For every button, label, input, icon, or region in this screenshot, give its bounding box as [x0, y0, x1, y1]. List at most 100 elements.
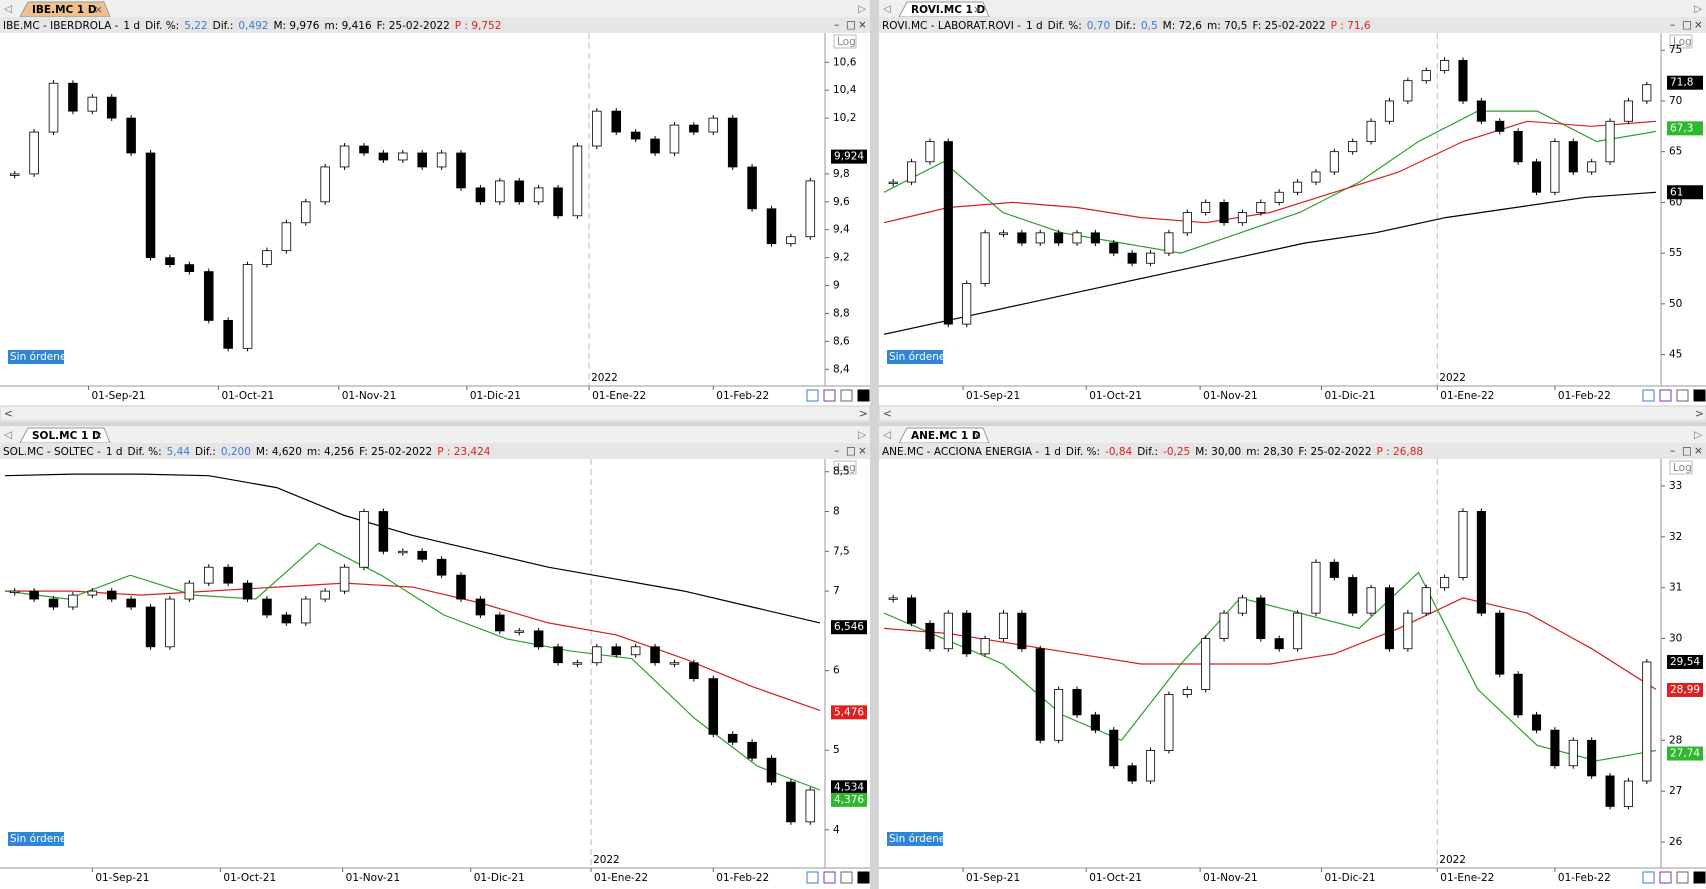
header-field: ANE.MC - ACCIONA ENERGIA - [882, 446, 1039, 458]
window-control[interactable]: – [834, 445, 839, 457]
toolbar-button[interactable] [1676, 389, 1689, 402]
tab-close[interactable]: × [973, 4, 982, 16]
window-control[interactable]: □ [1682, 445, 1692, 457]
candle [1623, 100, 1633, 122]
tab-label[interactable]: IBE.MC 1 D [32, 4, 97, 16]
moving-average [5, 582, 821, 711]
candle [1219, 201, 1229, 224]
tab-close[interactable]: × [973, 430, 982, 442]
window-bg [879, 0, 1706, 422]
price-flag [831, 792, 867, 807]
window-control[interactable]: □ [1682, 19, 1692, 31]
scroll-right[interactable]: > [1695, 408, 1704, 420]
toolbar-button[interactable] [1642, 871, 1655, 884]
tab-bar [0, 0, 870, 17]
price-flag [831, 149, 867, 164]
toolbar-button[interactable] [1659, 871, 1672, 884]
toolbar-button[interactable] [840, 871, 853, 884]
log-label[interactable]: Log [837, 462, 856, 474]
y-tick-label: 8,8 [833, 307, 850, 319]
window-control[interactable]: □ [846, 445, 856, 457]
window-control[interactable]: □ [846, 19, 856, 31]
x-tick-label: 01-Ene-22 [1440, 390, 1494, 402]
candle [48, 598, 59, 608]
chart-window: ◁ ▷SOL.MC 1 D×SOL.MC - SOLTEC -1 d Dif. %:… [0, 426, 870, 889]
candle [1568, 739, 1578, 767]
window-control[interactable]: × [1694, 445, 1703, 457]
candle [572, 662, 583, 665]
toolbar-button[interactable] [1676, 871, 1689, 884]
log-toggle[interactable] [1669, 460, 1693, 475]
y-tick-label: 9,6 [833, 196, 850, 208]
candle [805, 789, 816, 823]
y-tick-label: 32 [1669, 531, 1682, 543]
y-tick-label: 8,4 [833, 363, 850, 375]
toolbar-button[interactable] [823, 871, 836, 884]
log-label[interactable]: Log [1673, 462, 1692, 474]
window-control[interactable]: × [858, 445, 867, 457]
candle [223, 320, 233, 349]
log-label[interactable]: Log [1673, 36, 1692, 48]
candle [888, 597, 898, 600]
log-toggle[interactable] [1669, 34, 1693, 49]
toolbar-button[interactable] [1659, 389, 1672, 402]
candle [1513, 673, 1523, 716]
scroll-right[interactable]: > [859, 408, 868, 420]
tab-close[interactable]: × [94, 4, 103, 16]
scrollbar[interactable] [0, 405, 871, 422]
candle [223, 566, 233, 584]
candle [786, 236, 796, 245]
tab-close[interactable]: × [94, 430, 103, 442]
toolbar-button[interactable] [1693, 871, 1706, 884]
candle [398, 152, 408, 161]
price-flag-label: 9,924 [834, 151, 864, 163]
candle [165, 598, 175, 648]
tab-label[interactable]: ANE.MC 1 D [911, 430, 981, 442]
header-field: 0,200 [221, 446, 251, 458]
orders-label: Sin órdenes [10, 833, 72, 845]
header-field: 5,22 [184, 20, 207, 32]
candle [87, 96, 98, 112]
toolbar-button[interactable] [1642, 389, 1655, 402]
toolbar-button[interactable] [823, 389, 836, 402]
candle [1201, 201, 1211, 213]
scrollbar[interactable] [878, 405, 1706, 422]
toolbar-button[interactable] [1693, 389, 1706, 402]
candle [242, 264, 253, 349]
window-control[interactable]: × [1694, 19, 1703, 31]
tab-bar [0, 426, 870, 443]
candle [925, 141, 935, 163]
log-toggle[interactable] [833, 460, 857, 475]
candle [1182, 212, 1192, 234]
header-field: P : 71,6 [1331, 20, 1371, 32]
candle [1274, 638, 1284, 650]
tab-bar [879, 426, 1706, 443]
x-tick-label: 01-Feb-22 [716, 872, 769, 884]
window-control[interactable]: – [1670, 19, 1675, 31]
toolbar-button[interactable] [857, 389, 870, 402]
x-tick-label: 01-Dic-21 [474, 872, 525, 884]
header-field: Dif. %: [128, 446, 162, 458]
log-label[interactable]: Log [837, 36, 856, 48]
scroll-left[interactable]: < [4, 408, 13, 420]
candle [980, 232, 990, 284]
header-field: Dif.: [195, 446, 216, 458]
moving-average [883, 120, 1657, 224]
header-field: Dif.: [1115, 20, 1136, 32]
toolbar-button[interactable] [806, 389, 819, 402]
tab-label[interactable]: SOL.MC 1 D [32, 430, 101, 442]
window-control[interactable]: – [834, 19, 839, 31]
scroll-left[interactable]: < [883, 408, 892, 420]
candle [1035, 648, 1045, 741]
tab-label[interactable]: ROVI.MC 1 D [911, 4, 986, 16]
candle [1623, 780, 1633, 807]
toolbar-button[interactable] [840, 389, 853, 402]
log-toggle[interactable] [833, 34, 857, 49]
toolbar-button[interactable] [857, 871, 870, 884]
y-tick-label: 31 [1669, 582, 1682, 594]
window-control[interactable]: – [1670, 445, 1675, 457]
header-field: F: 25-02-2022 [1252, 20, 1325, 32]
candle [106, 590, 117, 600]
toolbar-button[interactable] [806, 871, 819, 884]
window-control[interactable]: × [858, 19, 867, 31]
